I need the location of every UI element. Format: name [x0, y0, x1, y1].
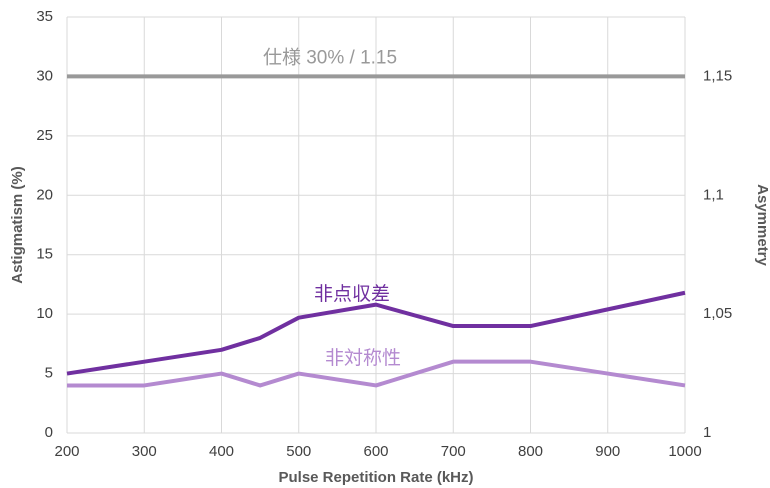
y-tick-label: 10 — [36, 305, 53, 322]
x-tick-label: 900 — [595, 443, 620, 460]
x-tick-label: 1000 — [668, 443, 701, 460]
y-tick-label: 20 — [36, 186, 53, 203]
y-tick-label: 15 — [36, 246, 53, 263]
y2-tick-label: 1 — [703, 424, 711, 441]
y2-axis-title: Asymmetry — [754, 184, 770, 266]
y2-tick-label: 1,15 — [703, 67, 732, 84]
series-line — [66, 290, 686, 376]
y-tick-label: 35 — [36, 8, 53, 25]
x-tick-label: 400 — [209, 443, 234, 460]
x-tick-label: 500 — [286, 443, 311, 460]
y-tick-label: 5 — [45, 365, 53, 382]
x-axis-title: Pulse Repetition Rate (kHz) — [278, 469, 473, 486]
y-tick-label: 25 — [36, 127, 53, 144]
x-tick-label: 200 — [54, 443, 79, 460]
series-label: 非対称性 — [325, 347, 401, 369]
y-tick-label: 30 — [36, 67, 53, 84]
series-label: 非点収差 — [314, 283, 390, 305]
y-axis-title: Astigmatism (%) — [9, 166, 26, 284]
x-tick-label: 700 — [441, 443, 466, 460]
y2-tick-label: 1,05 — [703, 305, 732, 322]
x-tick-label: 300 — [132, 443, 157, 460]
x-tick-label: 600 — [363, 443, 388, 460]
y-tick-label: 0 — [45, 424, 53, 441]
y2-tick-label: 1,1 — [703, 186, 724, 203]
series-line — [67, 359, 686, 388]
spec-label: 仕様 30% / 1.15 — [263, 46, 397, 68]
x-tick-label: 800 — [518, 443, 543, 460]
